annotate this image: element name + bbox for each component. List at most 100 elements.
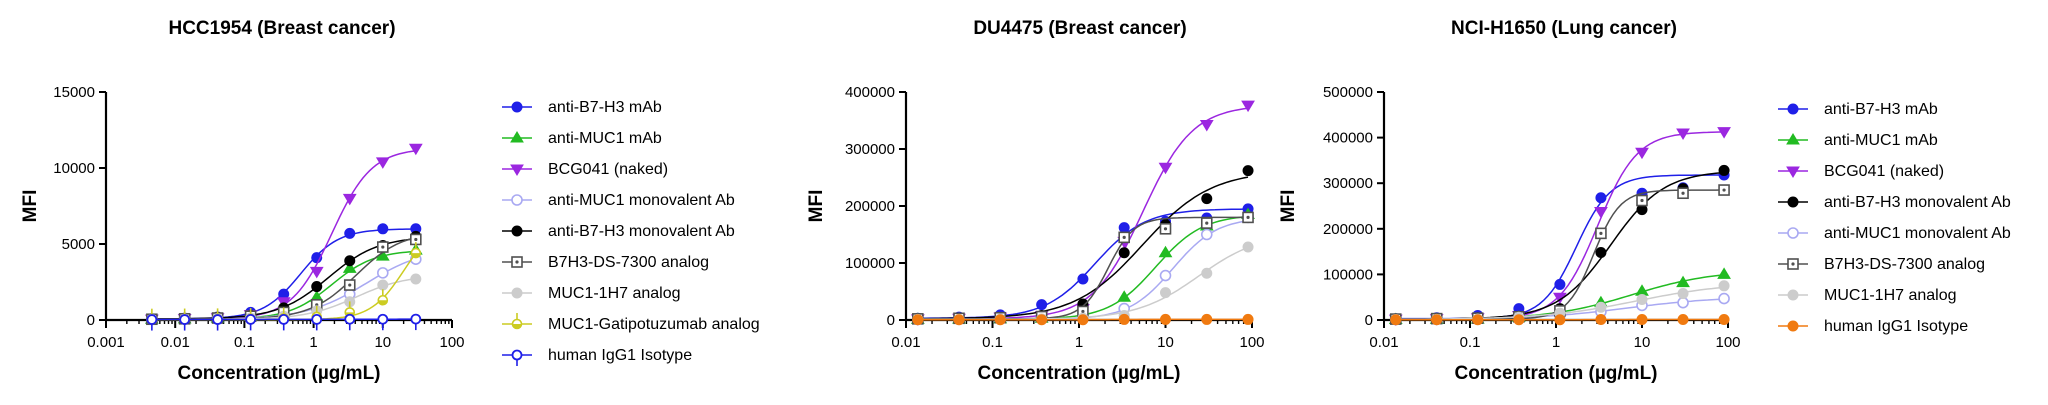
data-point: [342, 193, 357, 206]
data-point: [1159, 269, 1172, 282]
y-tick-label: 400000: [1323, 130, 1373, 147]
legend-marker: [511, 194, 523, 206]
legend-marker: [511, 313, 523, 330]
data-point: [1118, 231, 1130, 244]
chart-title: NCI-H1650 (Lung cancer): [1451, 18, 1677, 39]
y-tick-label: 0: [87, 312, 95, 329]
legend-item: MUC1-1H7 analog: [1778, 287, 1957, 304]
legend-label: anti-MUC1 mAb: [548, 130, 662, 147]
data-point: [1635, 147, 1649, 160]
x-tick-label: 100: [439, 334, 464, 351]
x-tick-label: 0.1: [982, 334, 1003, 351]
series-fit-line: [1395, 131, 1725, 320]
legend-marker: [1787, 196, 1799, 208]
data-point: [179, 314, 191, 331]
series-human-igg1-isotype: [912, 313, 1254, 326]
legend-label: anti-MUC1 mAb: [1824, 132, 1938, 149]
data-point: [375, 157, 390, 169]
legend-item: anti-MUC1 monovalent Ab: [1778, 225, 2011, 242]
legend-item: anti-B7-H3 monovalent Ab: [502, 223, 735, 240]
series-human-igg1-isotype: [146, 313, 422, 331]
legend-item: MUC1-1H7 analog: [502, 285, 681, 302]
legend-item: anti-MUC1 mAb: [1778, 132, 1938, 149]
data-point: [1158, 245, 1173, 258]
legend-marker: [1787, 227, 1799, 239]
data-point: [146, 314, 158, 331]
legend-item: BCG041 (naked): [1778, 163, 1944, 180]
legend-label: MUC1-1H7 analog: [1824, 287, 1957, 304]
data-point: [311, 313, 323, 331]
chart-panel-3: NCI-H1650 (Lung cancer) MFI Concentration …: [1278, 18, 2011, 384]
legend-item: anti-B7-H3 monovalent Ab: [1778, 194, 2011, 211]
data-point: [342, 261, 357, 273]
x-tick-label: 0.01: [161, 334, 190, 351]
data-point: [912, 314, 924, 326]
data-point: [1118, 313, 1130, 325]
y-tick-label: 100000: [845, 255, 895, 272]
x-axis-label: Concentration (µg/mL): [177, 363, 380, 384]
data-point: [377, 223, 389, 235]
data-point: [1677, 314, 1689, 326]
data-point: [1431, 314, 1443, 326]
data-point: [1158, 162, 1173, 175]
data-point: [376, 267, 389, 279]
data-point: [1513, 314, 1525, 326]
legend-marker: [511, 101, 523, 113]
legend-item: anti-B7-H3 mAb: [502, 99, 662, 116]
y-axis-label: MFI: [806, 190, 827, 223]
legend-marker: [1786, 133, 1800, 145]
y-tick-label: 300000: [1323, 175, 1373, 192]
data-point: [377, 313, 389, 331]
legend-marker: [1787, 289, 1799, 301]
legend-label: B7H3-DS-7300 analog: [1824, 256, 1985, 273]
data-point: [408, 143, 423, 156]
legend-marker: [510, 164, 524, 176]
data-point: [1595, 192, 1607, 204]
data-point: [278, 313, 290, 331]
data-point: [1118, 247, 1130, 259]
data-point: [1677, 288, 1689, 300]
y-tick-label: 0: [887, 312, 895, 329]
data-point: [1636, 293, 1648, 305]
data-point: [311, 281, 323, 293]
x-tick-label: 0.1: [234, 334, 255, 351]
x-axis-label: Concentration (µg/mL): [1454, 363, 1657, 384]
data-point: [309, 266, 324, 279]
series-anti-b7-h3-monovalent-ab: [912, 165, 1254, 325]
x-tick-label: 10: [1157, 334, 1174, 351]
x-tick-label: 0.01: [1369, 334, 1398, 351]
legend-marker: [1787, 258, 1799, 270]
chart-panel-1: HCC1954 (Breast cancer) MFI Concentration …: [20, 18, 760, 384]
legend-label: anti-B7-H3 monovalent Ab: [548, 223, 735, 240]
x-tick-label: 10: [1634, 334, 1651, 351]
legend-label: BCG041 (naked): [548, 161, 668, 178]
y-tick-label: 10000: [53, 160, 95, 177]
data-point: [1554, 314, 1566, 326]
legend-marker: [1786, 166, 1800, 178]
legend-marker: [511, 287, 523, 299]
data-point: [344, 227, 356, 239]
data-point: [1595, 314, 1607, 326]
legend-marker: [1787, 103, 1799, 115]
legend-label: anti-MUC1 monovalent Ab: [548, 192, 735, 209]
legend-item: human IgG1 Isotype: [502, 347, 692, 366]
data-point: [1718, 314, 1730, 326]
data-point: [1554, 278, 1566, 290]
legend-label: BCG041 (naked): [1824, 163, 1944, 180]
data-point: [377, 279, 389, 291]
data-point: [1636, 314, 1648, 326]
legend-label: MUC1-1H7 analog: [548, 285, 681, 302]
data-point: [1718, 184, 1730, 196]
legend: anti-B7-H3 mAb anti-MUC1 mAb BCG041 (naked…: [1778, 101, 2011, 335]
y-tick-label: 15000: [53, 84, 95, 101]
legend-label: B7H3-DS-7300 analog: [548, 254, 709, 271]
data-point: [1718, 292, 1730, 305]
y-tick-label: 5000: [62, 236, 95, 253]
legend-item: B7H3-DS-7300 analog: [1778, 256, 1985, 273]
legend-item: MUC1-Gatipotuzumab analog: [502, 313, 760, 333]
x-tick-label: 0.01: [891, 334, 920, 351]
chart-panel-2: DU4475 (Breast cancer) MFI Concentration (…: [806, 18, 1265, 384]
legend-marker: [511, 256, 523, 268]
data-point: [1200, 228, 1213, 241]
legend-item: human IgG1 Isotype: [1778, 318, 1968, 335]
